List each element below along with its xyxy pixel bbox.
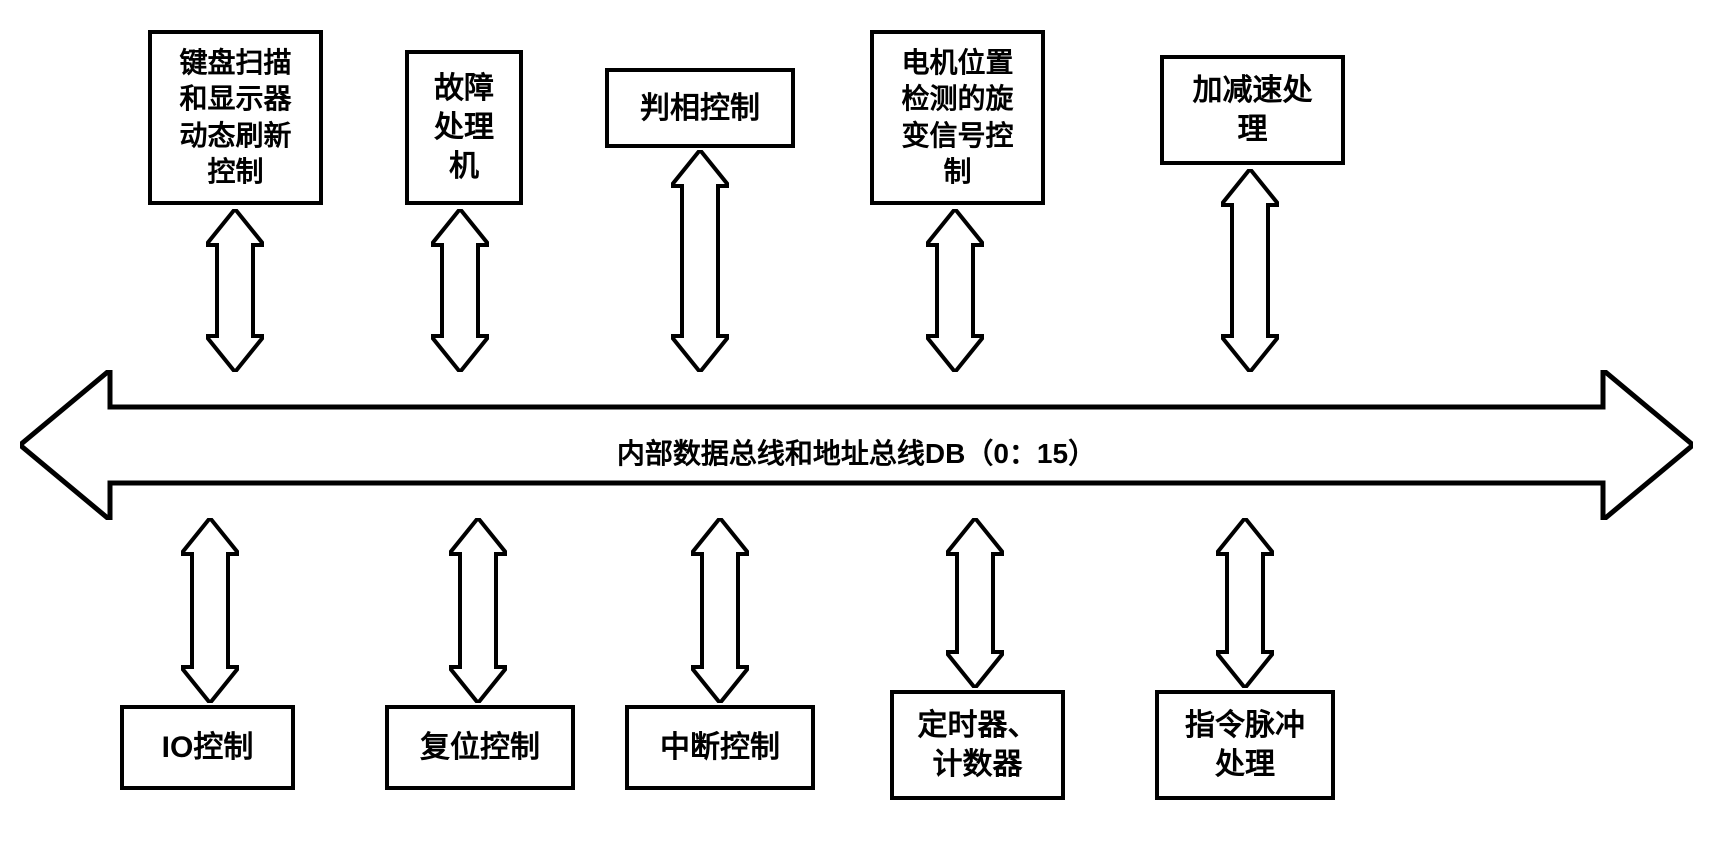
box-keyboard-display: 键盘扫描和显示器动态刷新控制	[148, 30, 323, 205]
arrow-top-5	[1221, 169, 1279, 372]
label-command-pulse: 指令脉冲处理	[1185, 706, 1305, 784]
box-fault-handler: 故障处理机	[405, 50, 523, 205]
arrow-bottom-2	[449, 518, 507, 703]
arrow-bottom-4	[946, 518, 1004, 688]
bus-label: 内部数据总线和地址总线DB（0：15）	[20, 432, 1693, 472]
label-motor-position: 电机位置检测的旋变信号控制	[901, 45, 1013, 191]
label-io-control: IO控制	[162, 728, 254, 767]
label-fault-handler: 故障处理机	[434, 69, 494, 186]
label-accel-decel: 加减速处理	[1193, 71, 1313, 149]
arrow-top-2	[431, 209, 489, 372]
bus-diagram: 内部数据总线和地址总线DB（0：15） 键盘扫描和显示器动态刷新控制 故障处理机…	[0, 0, 1713, 859]
arrow-top-1	[206, 209, 264, 372]
box-motor-position: 电机位置检测的旋变信号控制	[870, 30, 1045, 205]
arrow-top-4	[926, 209, 984, 372]
label-keyboard-display: 键盘扫描和显示器动态刷新控制	[179, 45, 291, 191]
label-phase-control: 判相控制	[640, 89, 760, 128]
box-command-pulse: 指令脉冲处理	[1155, 690, 1335, 800]
label-reset-control: 复位控制	[420, 728, 540, 767]
arrow-bottom-3	[691, 518, 749, 703]
box-accel-decel: 加减速处理	[1160, 55, 1345, 165]
arrow-bottom-5	[1216, 518, 1274, 688]
label-timer-counter: 定时器、计数器	[918, 706, 1038, 784]
box-interrupt-control: 中断控制	[625, 705, 815, 790]
box-io-control: IO控制	[120, 705, 295, 790]
box-reset-control: 复位控制	[385, 705, 575, 790]
box-phase-control: 判相控制	[605, 68, 795, 148]
box-timer-counter: 定时器、计数器	[890, 690, 1065, 800]
arrow-top-3	[671, 150, 729, 372]
label-interrupt-control: 中断控制	[660, 728, 780, 767]
arrow-bottom-1	[181, 518, 239, 703]
